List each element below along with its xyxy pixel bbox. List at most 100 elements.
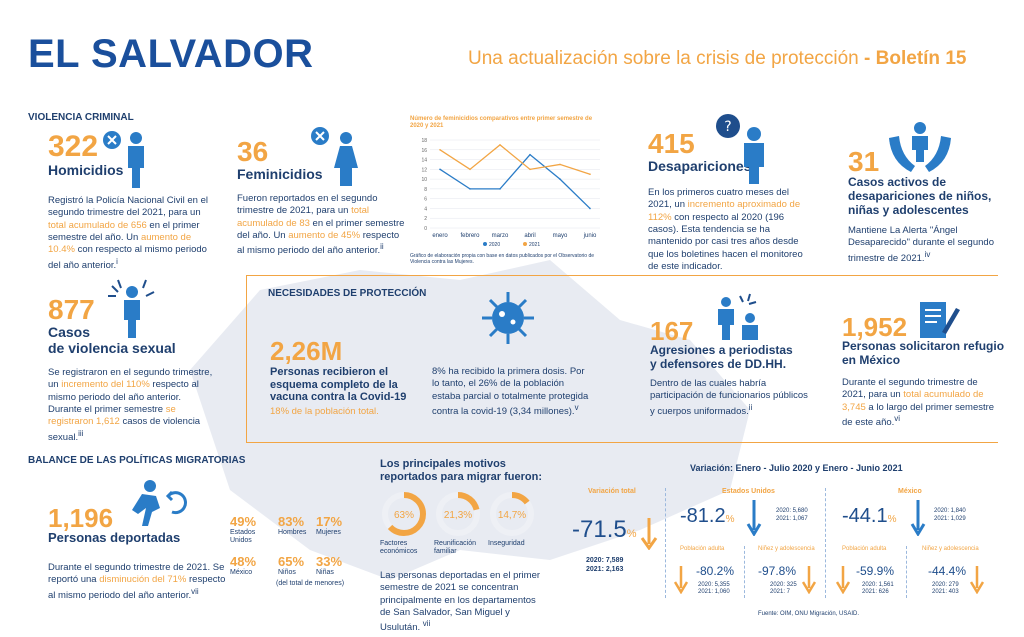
chart-point-2020 [529, 153, 531, 156]
dept-text: Las personas deportadas en el primer sem… [380, 570, 541, 634]
chart-ytick: 18 [421, 138, 427, 144]
feminicidios-text: Fueron reportados en el segundo trimestr… [237, 193, 405, 257]
page-subtitle: Una actualización sobre la crisis de pro… [468, 48, 967, 69]
donut-pct: 21,3% [444, 510, 472, 521]
chart-point-2020 [589, 207, 591, 210]
chart-point-2020 [559, 178, 561, 180]
usa-2020: 2020: 5,680 [776, 508, 808, 514]
map-background [190, 260, 750, 580]
periodistas-number: 167 [650, 316, 694, 346]
usa-ninez-2021: 2021: 7 [770, 589, 791, 595]
mex-ninez-pct: -44.4% [928, 564, 967, 578]
mex-adulta-label: Población adulta [842, 546, 887, 552]
usa-adulta-label: Población adulta [680, 546, 725, 552]
desapariciones-block: 415 Desapariciones [648, 130, 798, 175]
usa-pct: -81.2% [680, 505, 735, 527]
mex-adulta-pct: -59.9% [856, 564, 895, 578]
donut-arc [436, 492, 480, 536]
mex-2020: 2020: 1,840 [934, 508, 966, 514]
vacuna-label: Personas recibieron el esquema completo … [270, 366, 407, 404]
vacuna-pct: 18% de la población total. [270, 405, 379, 417]
chart-point-2021 [559, 163, 561, 166]
ninos-block: 31 Casos activos de desapariciones de ni… [848, 148, 1008, 217]
donut-pct: 14,7% [498, 510, 526, 521]
usa-down-arrow-icon [746, 500, 762, 536]
usa-2021: 2021: 1,067 [776, 516, 808, 522]
donut-pct: 63% [394, 510, 414, 521]
feminicidios-label: Feminicidios [237, 166, 323, 182]
usa-ninez-pct: -97.8% [758, 564, 797, 578]
distressed-person-icon [108, 279, 155, 338]
chart-ytick: 8 [424, 187, 427, 193]
deportadas-block: 1,196 Personas deportadas [48, 505, 228, 546]
periodistas-text: Dentro de las cuales habría participació… [650, 378, 808, 417]
usa-adulta-pct: -80.2% [696, 564, 735, 578]
deportadas-label: Personas deportadas [48, 530, 181, 545]
refugio-label: Personas solicitaron refugio en México [842, 339, 1005, 367]
sexual-block: 877 Casos de violencia sexual [48, 296, 228, 357]
usa-label: Estados Unidos [722, 488, 775, 495]
question-person-icon: ? [716, 114, 764, 184]
chart-point-2021 [469, 168, 471, 171]
mex-adulta-2020: 2020: 1,561 [862, 582, 894, 588]
vacuna-text: 8% ha recibido la primera dosis. Por lo … [432, 366, 589, 418]
edad-note: (del total de menores) [276, 580, 345, 587]
mex-down-arrow-icon [910, 500, 926, 536]
page-title: EL SALVADOR [28, 32, 314, 76]
periodistas-label: Agresiones a periodistas y defensores de… [650, 343, 793, 371]
donut-arc [490, 492, 534, 536]
chart-xtick: abril [524, 233, 535, 239]
chart-title: Número de feminicidios comparativos entr… [410, 116, 593, 130]
chart-point-2021 [529, 168, 531, 171]
chart-series-line-2020 [439, 153, 591, 209]
divider-total [665, 488, 666, 598]
chart-ytick: 4 [424, 206, 427, 212]
divider-usa [744, 546, 745, 598]
chart-legend-label: 2020 [489, 242, 500, 248]
chart-xtick: marzo [492, 233, 509, 239]
homicidios-block: 322 Homicidios [48, 130, 218, 179]
feminicidios-chart: 0 2 4 6 8 10 12 14 16 18 enero febrero marzo abril may… [421, 138, 600, 248]
sexual-label1: Casos [48, 324, 91, 340]
origen-mex: 48% México [230, 554, 257, 576]
donut-1: 21,3% [436, 492, 480, 536]
vacuna-number: 2,26M [270, 336, 343, 366]
section-necesidades: NECESIDADES DE PROTECCIÓN [268, 288, 427, 299]
edad-ninas: 33% Niñas [316, 554, 343, 576]
chart-ytick: 0 [424, 226, 427, 232]
donut-label: Factores económicos [380, 540, 418, 556]
mex-ninez-label: Niñez y adolescencia [922, 546, 979, 552]
chart-xtick: enero [432, 233, 448, 239]
donut-label: Reunificación familiar [434, 540, 477, 556]
usa-adulta-2020: 2020: 5,355 [698, 582, 730, 588]
usa-adulta-arrow-icon [674, 566, 688, 594]
mex-adulta-arrow-icon [836, 566, 850, 594]
desapariciones-label: Desapariciones [648, 158, 752, 174]
total-2020: 2020: 7,589 [586, 557, 624, 564]
chart-ytick: 16 [421, 148, 427, 154]
chart-ytick: 6 [424, 197, 427, 203]
protection-frame-top [246, 275, 621, 276]
homicidios-number: 322 [48, 130, 99, 163]
male-victim-icon [103, 131, 144, 188]
genero-mujeres: 17% Mujeres [316, 514, 343, 536]
divider-line [620, 275, 998, 276]
chart-note: Gráfico de elaboración propia con base e… [410, 253, 595, 265]
genero-hombres: 83% Hombres [278, 514, 307, 536]
vacuna-block: 2,26M Personas recibieron el esquema com… [270, 338, 420, 417]
female-victim-icon [311, 127, 358, 186]
virus-icon [482, 292, 534, 344]
chart-point-2020 [469, 188, 471, 190]
section-violencia: VIOLENCIA CRIMINAL [28, 112, 134, 123]
total-label: Variación total [588, 488, 636, 495]
chart-point-2021 [439, 148, 441, 151]
motivos-title: Los principales motivos reportados para … [380, 458, 542, 483]
chart-xtick: mayo [553, 233, 568, 239]
desapariciones-text: En los primeros cuatro meses del 2021, u… [648, 187, 803, 273]
donut-2: 14,7% [490, 492, 534, 536]
periodistas-block: 167 Agresiones a periodistas y defensore… [650, 318, 800, 372]
homicidios-label: Homicidios [48, 162, 124, 178]
mex-ninez-2021: 2021: 403 [932, 589, 959, 595]
chart-legend-swatch [483, 242, 487, 246]
chart-ytick: 10 [421, 177, 427, 183]
